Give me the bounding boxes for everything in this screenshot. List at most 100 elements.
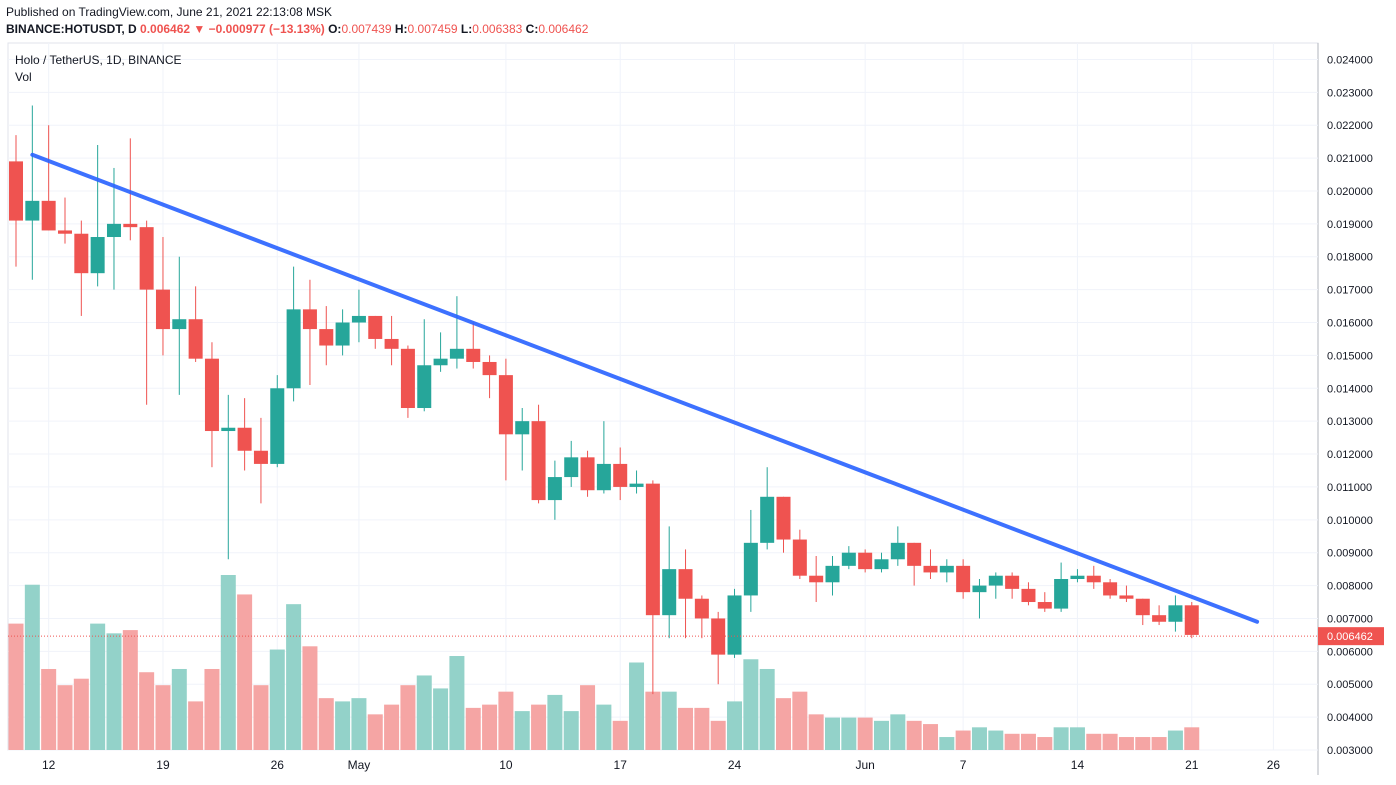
candle-body xyxy=(1135,598,1150,616)
volume-bar xyxy=(1151,737,1167,750)
candle-body xyxy=(743,542,758,596)
y-tick-label: 0.019000 xyxy=(1327,219,1373,231)
candle-body xyxy=(1168,605,1183,622)
volume-bar xyxy=(955,730,971,750)
candle-body xyxy=(988,575,1003,586)
candle-body xyxy=(41,200,56,231)
volume-bar xyxy=(661,691,677,750)
volume-bar xyxy=(482,704,498,750)
candle-body xyxy=(1119,595,1134,599)
candle-body xyxy=(1152,615,1167,622)
volume-bar xyxy=(41,668,57,750)
candle-body xyxy=(172,319,187,330)
y-tick-label: 0.005000 xyxy=(1327,679,1373,691)
volume-bar xyxy=(971,727,987,750)
candle-body xyxy=(155,289,170,330)
ohlc-status-bar: BINANCE:HOTUSDT, D 0.006462 ▼ −0.000977 … xyxy=(6,22,588,36)
candle-body xyxy=(25,200,40,221)
candle-body xyxy=(841,552,856,566)
candle-body xyxy=(1021,588,1036,603)
candle-body xyxy=(384,338,399,349)
open-value: 0.007439 xyxy=(341,22,392,36)
volume-bar xyxy=(220,575,236,750)
candle-body xyxy=(645,483,660,616)
volume-bar xyxy=(1037,737,1053,750)
volume-bar xyxy=(57,685,73,750)
legend-volume[interactable]: Vol xyxy=(15,70,32,84)
volume-bar xyxy=(1020,733,1036,750)
candle-body xyxy=(286,309,301,389)
volume-bar xyxy=(1102,733,1118,750)
volume-bar xyxy=(269,649,285,750)
legend-title[interactable]: Holo / TetherUS, 1D, BINANCE xyxy=(15,53,182,67)
candle-body xyxy=(417,365,432,409)
candle-body xyxy=(596,463,611,491)
volume-bar xyxy=(155,685,171,750)
candle-body xyxy=(531,421,546,501)
candle-body xyxy=(9,161,23,221)
volume-bar xyxy=(547,694,563,750)
volume-bar xyxy=(335,701,351,750)
high-value: 0.007459 xyxy=(407,22,458,36)
volume-bar xyxy=(1086,733,1102,750)
volume-bar xyxy=(384,704,400,750)
candle-body xyxy=(368,315,383,339)
volume-bar xyxy=(759,668,775,750)
candle-body xyxy=(139,227,154,290)
candle-body xyxy=(890,542,905,560)
y-tick-label: 0.015000 xyxy=(1327,350,1373,362)
x-tick-label: 19 xyxy=(156,758,170,772)
open-label: O: xyxy=(328,22,342,36)
volume-bar xyxy=(1004,733,1020,750)
candle-body xyxy=(204,358,219,432)
x-tick-label: 21 xyxy=(1185,758,1199,772)
volume-bar xyxy=(90,623,106,750)
volume-bar xyxy=(8,623,24,750)
candle-body xyxy=(792,539,807,576)
candle-body xyxy=(90,237,105,274)
volume-bar xyxy=(498,691,514,750)
x-tick-label: 12 xyxy=(42,758,56,772)
volume-bar xyxy=(727,701,743,750)
volume-bar xyxy=(841,717,857,750)
volume-bar xyxy=(188,701,204,750)
y-tick-label: 0.011000 xyxy=(1327,482,1372,494)
candle-body xyxy=(466,348,481,362)
volume-bar xyxy=(24,584,40,750)
y-tick-label: 0.017000 xyxy=(1327,285,1373,297)
candle-body xyxy=(711,618,726,655)
volume-bar xyxy=(922,724,938,750)
volume-bar xyxy=(1167,730,1183,750)
candle-body xyxy=(564,457,579,478)
volume-bar xyxy=(890,714,906,750)
volume-bar xyxy=(1184,727,1200,750)
y-tick-label: 0.010000 xyxy=(1327,515,1373,527)
candle-body xyxy=(498,375,513,435)
volume-bar xyxy=(253,685,269,750)
y-tick-label: 0.009000 xyxy=(1327,548,1373,560)
y-tick-label: 0.016000 xyxy=(1327,318,1373,330)
change-value: −0.000977 (−13.13%) xyxy=(208,22,325,36)
volume-bar xyxy=(531,704,547,750)
volume-bar xyxy=(645,691,661,750)
candle-body xyxy=(956,565,971,593)
candle-body xyxy=(221,427,236,432)
volume-bar xyxy=(106,633,122,750)
candle-body xyxy=(678,569,693,599)
volume-bar xyxy=(629,662,645,750)
volume-bar xyxy=(73,678,89,750)
candle-body xyxy=(580,457,595,491)
volume-bar xyxy=(857,717,873,750)
y-tick-label: 0.007000 xyxy=(1327,613,1373,625)
low-label: L: xyxy=(460,22,473,36)
candle-body xyxy=(1184,605,1199,635)
volume-bar xyxy=(139,672,155,750)
volume-bar xyxy=(1053,727,1069,750)
candle-body xyxy=(613,463,628,487)
candle-body xyxy=(74,233,89,274)
volume-bar xyxy=(873,720,889,750)
volume-bar xyxy=(237,594,253,750)
low-value: 0.006383 xyxy=(472,22,523,36)
candle-body xyxy=(123,223,138,228)
